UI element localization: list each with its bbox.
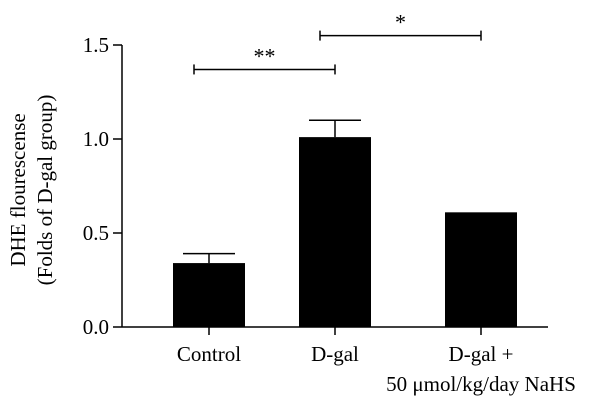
bar-d-gal xyxy=(445,212,517,327)
y-tick-label: 1.0 xyxy=(83,127,109,151)
y-tick-label: 0.5 xyxy=(83,221,109,245)
significance-label: * xyxy=(395,10,406,35)
category-sublabel: 50 μmol/kg/day NaHS xyxy=(386,372,576,396)
significance-brackets: *** xyxy=(193,10,482,75)
category-label: D-gal + xyxy=(449,342,514,366)
bar-d-gal xyxy=(299,137,371,327)
y-axis-title-line-1: DHE flourescense xyxy=(6,113,30,266)
y-tick-label: 0.0 xyxy=(83,315,109,339)
y-tick-label: 1.5 xyxy=(83,33,109,57)
category-label: D-gal xyxy=(311,342,359,366)
category-label: Control xyxy=(177,342,241,366)
y-axis-title: DHE flourescense (Folds of D-gal group) xyxy=(6,95,57,286)
bar-control xyxy=(173,263,245,327)
significance-label: ** xyxy=(254,43,276,68)
category-labels: Control D-gal D-gal + 50 μmol/kg/day NaHS xyxy=(177,342,576,396)
bars xyxy=(173,137,517,327)
error-bars xyxy=(183,119,361,264)
y-axis-title-line-2: (Folds of D-gal group) xyxy=(33,95,57,286)
